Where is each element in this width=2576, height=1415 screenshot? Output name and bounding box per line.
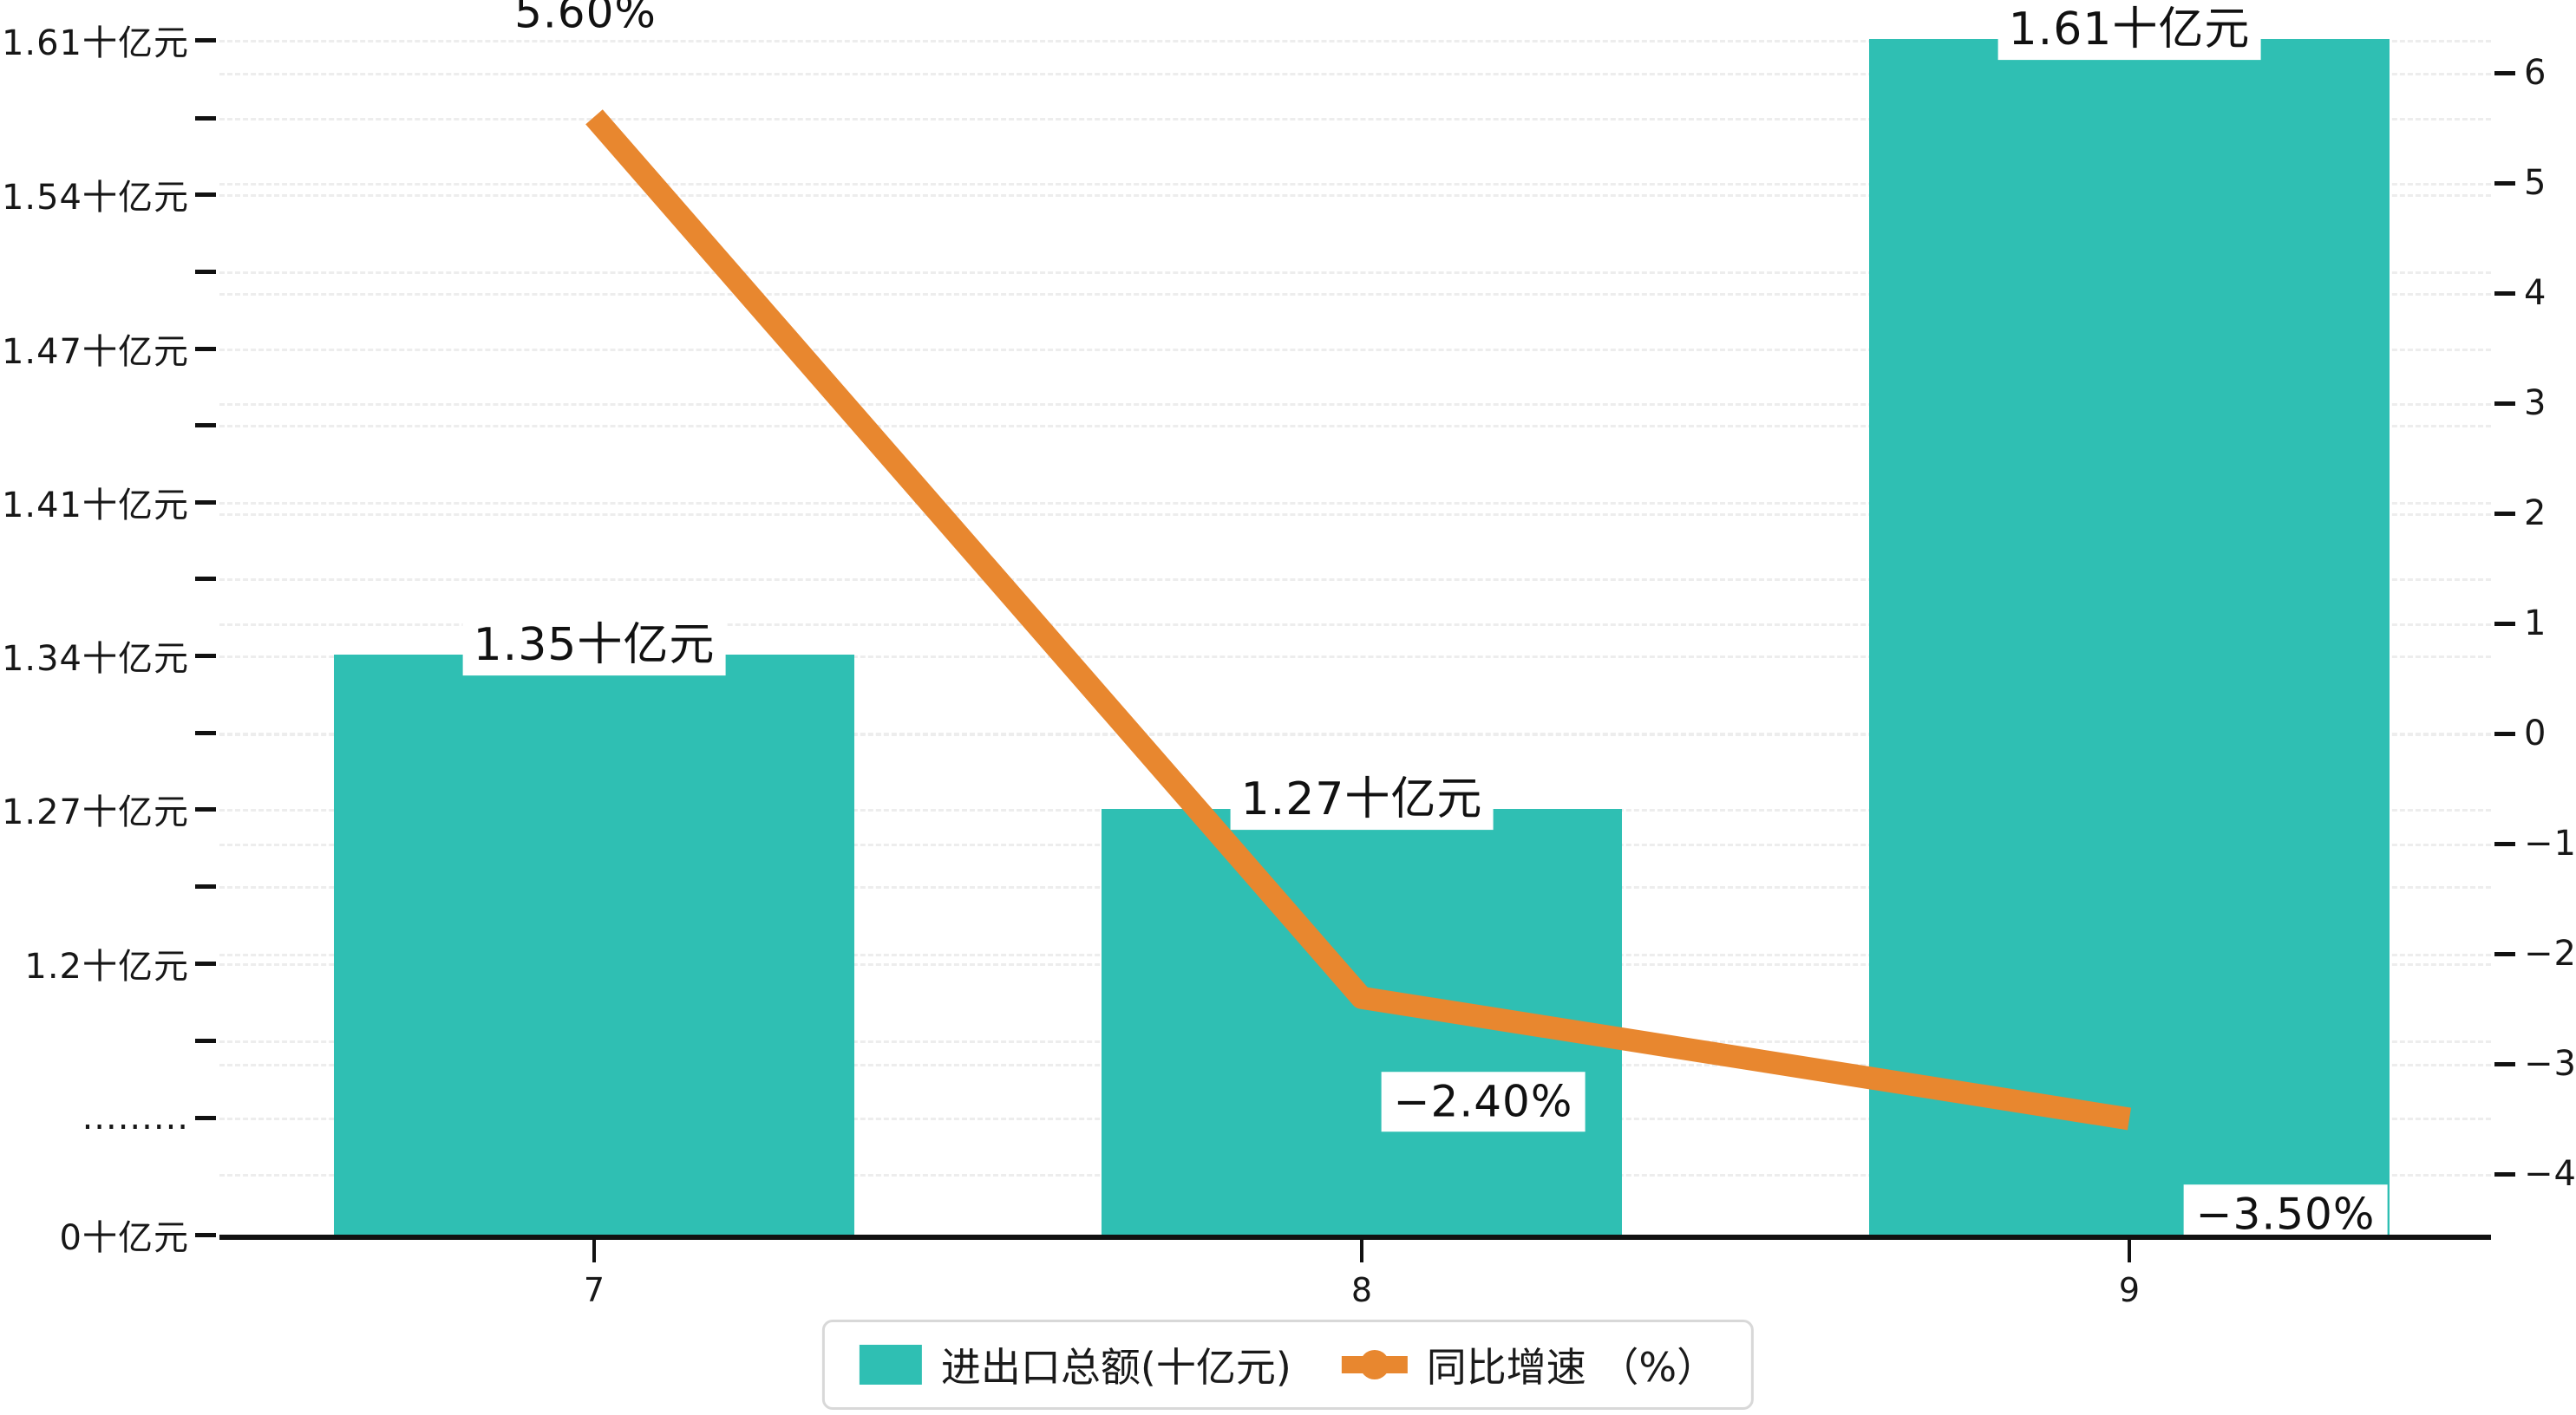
y-axis-right-tick [2494,1172,2515,1177]
bar-value-label: 1.27十亿元 [1230,771,1494,830]
bar-value-label: 1.61十亿元 [1997,1,2261,60]
legend-entry[interactable]: 同比增速 （%） [1341,1336,1717,1393]
y-axis-left-tick [195,1039,216,1043]
bar[interactable] [334,655,854,1235]
x-axis-tick [2128,1240,2131,1262]
y-axis-left-tick [195,1116,216,1120]
x-axis-tick-label: 9 [2118,1271,2141,1309]
y-axis-right-tick-label: 6 [2524,53,2547,93]
bar-value-label: 1.35十亿元 [462,616,726,675]
y-axis-left-tick [195,731,216,735]
y-axis-left-tick [195,192,216,197]
y-axis-left-tick-label: 1.47十亿元 [1,332,189,372]
y-axis-left-tick [195,577,216,581]
y-axis-right-tick [2494,71,2515,75]
y-axis-left-tick [195,270,216,274]
x-axis-tick [1360,1240,1363,1262]
y-axis-left-tick [195,423,216,427]
y-axis-right-tick-label: −1 [2524,824,2576,864]
y-axis-left-tick [195,500,216,505]
y-axis-left-tick-label: 0十亿元 [59,1218,189,1258]
y-axis-right-tick-label: 0 [2524,714,2547,753]
y-axis-right-tick-label: −3 [2524,1044,2576,1084]
y-axis-right-tick [2494,842,2515,846]
plot-area: 1.35十亿元 1.27十亿元 1.61十亿元 5.60% −2.40% −3.50% [195,0,2515,1245]
y-axis-right-tick-label: 3 [2524,383,2547,423]
legend-label: 同比增速 （%） [1426,1344,1717,1391]
gridline [219,40,2491,42]
y-axis-right-tick-label: −4 [2524,1154,2576,1194]
y-axis-left-tick-label: 1.41十亿元 [1,486,189,525]
bar[interactable] [1102,809,1622,1235]
y-axis-right-tick [2494,622,2515,626]
legend-circle-marker-icon [1359,1350,1389,1379]
gridline [219,73,2491,75]
y-axis-right-tick-label: −2 [2524,934,2576,974]
legend-line-marker-icon [1341,1345,1408,1385]
y-axis-left-tick [195,38,216,42]
x-axis-tick-label: 7 [583,1271,605,1309]
line-value-label: −3.50% [2183,1184,2388,1245]
y-axis-left-tick [195,116,216,121]
legend-entry[interactable]: 进出口总额(十亿元) [859,1336,1291,1393]
y-axis-right-tick [2494,401,2515,406]
legend-square-icon [859,1345,922,1385]
y-axis-left-tick [195,884,216,889]
y-axis-left-tick-label: 1.61十亿元 [1,23,189,63]
y-axis-left-tick-label: 1.54十亿元 [1,178,189,218]
y-axis-left-tick-label: ......... [82,1098,189,1138]
y-axis-right-tick-label: 4 [2524,273,2547,313]
bar[interactable] [1869,39,2390,1235]
y-axis-left-tick [195,807,216,812]
y-axis-right-tick [2494,732,2515,736]
y-axis-left-tick [195,347,216,351]
y-axis-right-tick-label: 2 [2524,493,2547,533]
y-axis-left-tick-label: 1.2十亿元 [24,947,189,987]
y-axis-right-tick [2494,952,2515,956]
y-axis-right-tick [2494,181,2515,186]
x-axis-line [219,1235,2491,1240]
y-axis-left-tick [195,654,216,658]
y-axis-left-tick-label: 1.27十亿元 [1,792,189,832]
y-axis-left-tick-label: 1.34十亿元 [1,639,189,679]
x-axis-tick-label: 8 [1350,1271,1373,1309]
y-axis-right-tick [2494,1062,2515,1066]
y-axis-right-tick [2494,512,2515,516]
line-value-label: −2.40% [1381,1072,1585,1132]
y-axis-right-tick [2494,291,2515,296]
y-axis-right-tick-label: 5 [2524,163,2547,203]
y-axis-right-tick-label: 1 [2524,603,2547,643]
line-value-label: 5.60% [514,0,657,38]
x-axis-tick [592,1240,596,1262]
legend-label: 进出口总额(十亿元) [940,1344,1291,1391]
y-axis-left-tick [195,1233,216,1237]
chart-legend[interactable]: 进出口总额(十亿元) 同比增速 （%） [821,1320,1755,1410]
y-axis-left-tick [195,962,216,966]
